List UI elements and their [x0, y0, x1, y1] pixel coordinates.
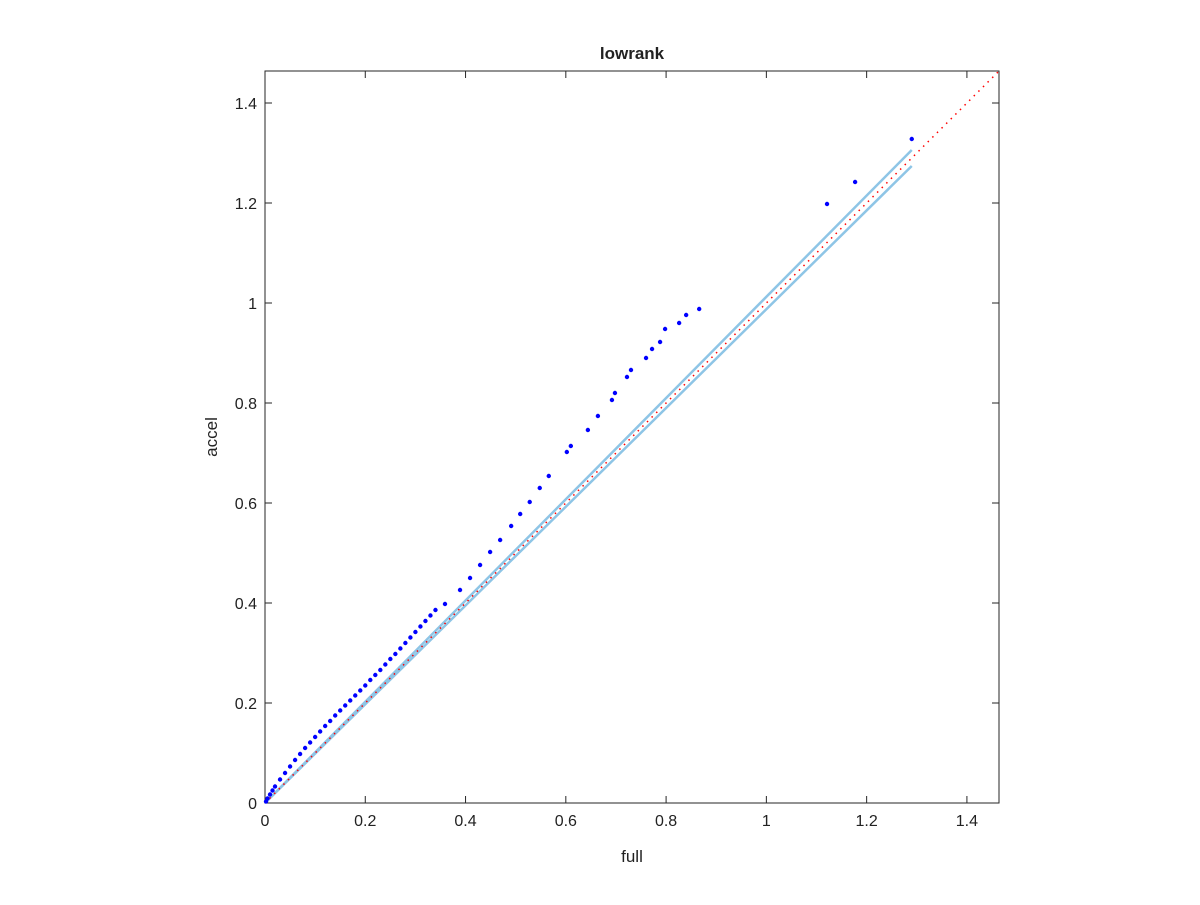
point	[676, 320, 682, 326]
point	[413, 629, 418, 635]
x-tick-label: 1	[762, 813, 771, 830]
y-axis-label: accel	[202, 417, 221, 457]
point	[624, 374, 630, 380]
point	[317, 729, 323, 734]
point	[297, 751, 303, 757]
point	[662, 326, 668, 332]
point	[398, 646, 403, 651]
point	[508, 523, 514, 529]
point	[388, 656, 393, 662]
x-tick-label: 0.8	[655, 813, 677, 830]
y-tick-label: 0.2	[235, 696, 257, 713]
point	[353, 693, 358, 698]
point	[418, 624, 423, 629]
x-tick-label: 0.6	[555, 813, 577, 830]
point	[287, 764, 293, 769]
point	[643, 355, 649, 361]
point	[477, 562, 483, 568]
point	[423, 618, 428, 624]
point	[292, 757, 298, 763]
point	[585, 427, 591, 433]
x-tick-label: 0.4	[454, 813, 476, 830]
point	[564, 449, 570, 455]
x-tick-label: 1.4	[956, 813, 978, 830]
point	[282, 770, 288, 776]
point	[527, 499, 532, 505]
point	[358, 688, 363, 693]
point	[497, 537, 503, 543]
point	[327, 718, 333, 724]
point	[568, 443, 574, 449]
point	[595, 413, 601, 419]
point	[277, 777, 283, 782]
point	[393, 651, 398, 657]
point	[487, 549, 493, 555]
point	[467, 575, 473, 581]
point	[322, 723, 328, 729]
x-tick-label: 1.2	[856, 813, 878, 830]
y-tick-label: 0	[248, 796, 257, 813]
point	[612, 390, 618, 396]
point	[442, 601, 448, 607]
point	[433, 607, 438, 613]
point	[378, 667, 383, 673]
point	[373, 672, 378, 678]
point	[312, 734, 318, 740]
point	[537, 485, 542, 491]
point	[683, 312, 689, 318]
point	[267, 792, 273, 797]
point	[338, 708, 343, 713]
point	[546, 473, 551, 479]
band-line	[264, 149, 913, 804]
point	[909, 136, 914, 142]
y-tick-label: 0.8	[235, 396, 257, 413]
point	[363, 683, 368, 688]
point	[517, 511, 523, 517]
point	[824, 201, 830, 207]
point	[403, 640, 408, 646]
point	[270, 788, 275, 793]
point	[302, 745, 308, 751]
band-line	[264, 165, 913, 804]
point	[265, 796, 270, 801]
point	[649, 346, 655, 352]
point	[457, 587, 463, 593]
point	[408, 635, 413, 640]
chart-title: lowrank	[600, 44, 665, 63]
point	[383, 662, 388, 667]
point	[696, 306, 702, 312]
point	[657, 339, 663, 345]
x-tick-label: 0	[261, 813, 270, 830]
x-axis-label: full	[621, 847, 643, 866]
point	[272, 784, 278, 789]
y-tick-label: 1.4	[235, 96, 257, 113]
point	[368, 677, 373, 683]
y-tick-label: 0.4	[235, 596, 257, 613]
point	[348, 698, 353, 703]
point	[332, 713, 338, 718]
x-tick-label: 0.2	[354, 813, 376, 830]
point	[852, 179, 858, 185]
point	[307, 740, 313, 745]
point	[343, 703, 348, 708]
point	[428, 613, 433, 618]
y-tick-label: 0.6	[235, 496, 257, 513]
y-tick-label: 1.2	[235, 196, 257, 213]
axes-box	[264, 70, 1000, 804]
y-tick-label: 1	[248, 296, 257, 313]
point	[628, 367, 634, 373]
point	[609, 397, 615, 403]
